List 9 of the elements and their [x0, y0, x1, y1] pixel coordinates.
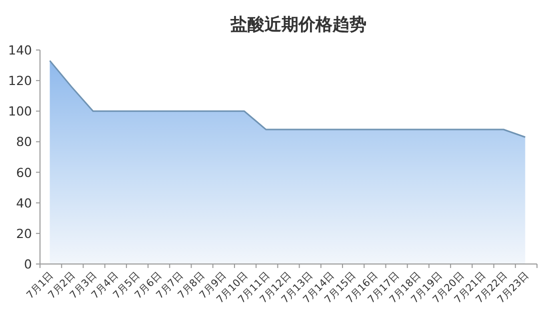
- y-tick-label: 40: [16, 195, 32, 210]
- y-tick-label: 100: [8, 104, 32, 119]
- y-tick-label: 140: [8, 42, 32, 58]
- y-tick-label: 80: [16, 134, 32, 150]
- y-tick-label: 20: [16, 226, 32, 241]
- chart-title: 盐酸近期价格趋势: [230, 15, 366, 35]
- y-tick-label: 60: [16, 164, 32, 180]
- y-tick-label: 0: [24, 256, 32, 272]
- y-tick-label: 120: [8, 73, 32, 88]
